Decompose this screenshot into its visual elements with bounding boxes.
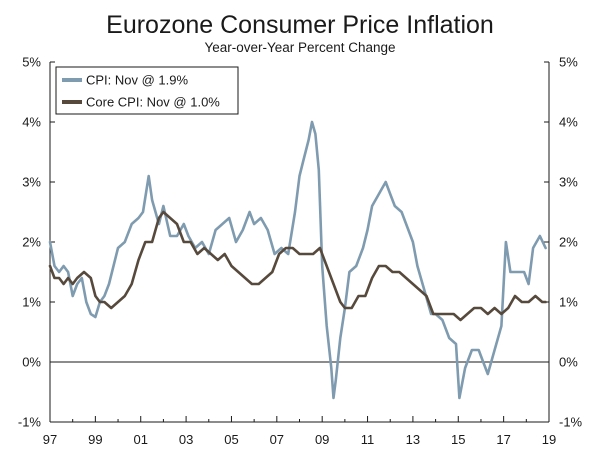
- x-tick-label: 09: [315, 432, 329, 447]
- cpi-line: [48, 120, 547, 400]
- y-tick-label-right: 3%: [559, 175, 578, 190]
- y-tick-label-left: 5%: [22, 55, 41, 70]
- chart-title: Eurozone Consumer Price Inflation: [106, 11, 494, 39]
- chart-subtitle: Year-over-Year Percent Change: [204, 40, 395, 55]
- legend-box: [55, 66, 239, 115]
- y-tick-label-right: 4%: [559, 115, 578, 130]
- x-tick-label: 01: [133, 432, 147, 447]
- y-tick-label-left: 1%: [22, 295, 41, 310]
- legend-label-core-cpi: Core CPI: Nov @ 1.0%: [86, 95, 220, 110]
- y-tick-label-right: 0%: [559, 355, 578, 370]
- x-tick-label: 17: [496, 432, 510, 447]
- y-tick-label-left: 0%: [22, 355, 41, 370]
- y-tick-label-left: 3%: [22, 175, 41, 190]
- legend-label-cpi: CPI: Nov @ 1.9%: [86, 73, 189, 88]
- y-tick-label-right: 1%: [559, 295, 578, 310]
- y-tick-label-left: 2%: [22, 235, 41, 250]
- plot-area: 5% 5%4% 4%3% 3%2% 2%1% 1%0% 0%-1% -1%97 99 01 03 05…: [18, 55, 583, 448]
- x-tick-label: 99: [88, 432, 102, 447]
- y-tick-label-right: -1%: [559, 415, 583, 430]
- y-tick-label-left: -1%: [18, 415, 42, 430]
- x-tick-label: 15: [451, 432, 465, 447]
- x-tick-label: 03: [179, 432, 193, 447]
- legend: CPI: Nov @ 1.9% Core CPI: Nov @ 1.0%: [55, 66, 239, 115]
- x-tick-label: 13: [406, 432, 420, 447]
- y-tick-label-right: 5%: [559, 55, 578, 70]
- core-cpi-line: [48, 210, 547, 322]
- x-tick-label: 11: [361, 432, 375, 447]
- y-tick-label-right: 2%: [559, 235, 578, 250]
- x-tick-label: 05: [224, 432, 238, 447]
- x-tick-label: 19: [542, 432, 556, 447]
- x-tick-label: 07: [270, 432, 284, 447]
- y-tick-label-left: 4%: [22, 115, 41, 130]
- x-tick-label: 97: [43, 432, 57, 447]
